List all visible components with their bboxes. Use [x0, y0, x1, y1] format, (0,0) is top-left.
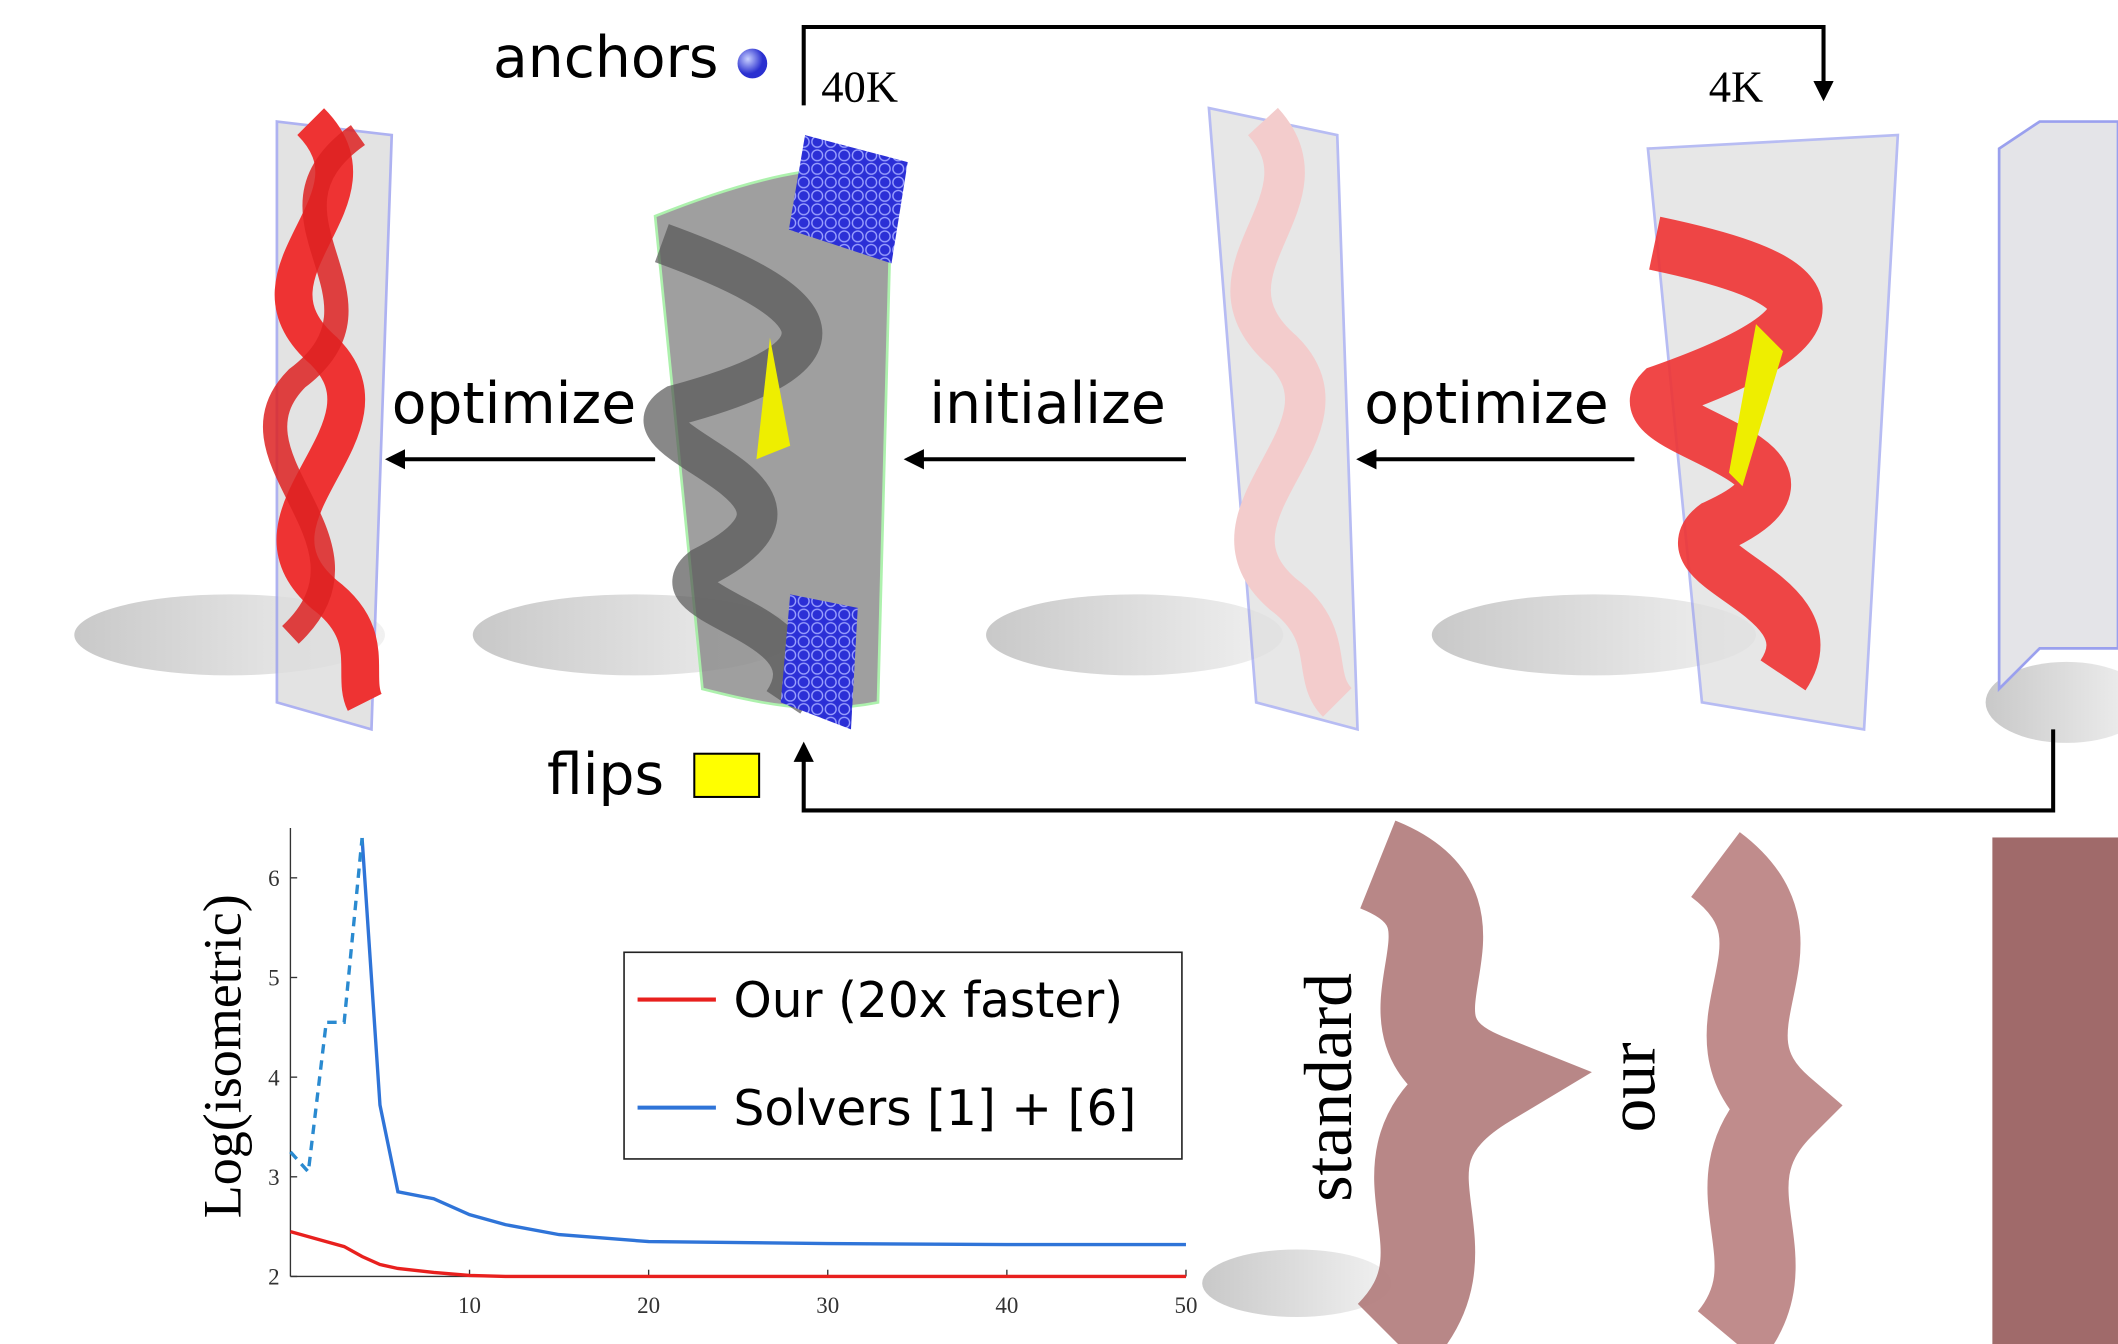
x-tick-label: 30 — [816, 1293, 839, 1318]
step-label: optimize — [392, 371, 636, 437]
render-our — [1715, 864, 1783, 1337]
legend-label: Solvers [1] + [6] — [733, 1081, 1136, 1137]
y-tick-label: 6 — [268, 866, 279, 891]
flips-icon — [694, 754, 759, 797]
x-tick-label: 10 — [458, 1293, 481, 1318]
render-label: our — [1595, 1042, 1670, 1132]
anchors-icon — [738, 49, 768, 79]
render-optimized — [275, 122, 392, 730]
chart: Log(isometric) 2 3 4 5 6 10 20 30 40 50 Our (20x f… — [192, 828, 1197, 1318]
x-tick-label: 20 — [637, 1293, 660, 1318]
render-standard — [1378, 864, 1486, 1337]
y-tick-label: 4 — [268, 1065, 280, 1090]
x-tick-label: 40 — [995, 1293, 1018, 1318]
x-tick-label: 50 — [1174, 1293, 1197, 1318]
step-label: optimize — [1364, 371, 1608, 437]
render-label: standard — [1291, 973, 1366, 1202]
y-tick-label: 3 — [268, 1165, 279, 1190]
step-label: initialize — [929, 371, 1165, 437]
legend-label: Our (20x faster) — [733, 973, 1123, 1029]
figure: anchors 40K 4K flips optimize initialize… — [0, 0, 2118, 1344]
y-tick-label: 2 — [268, 1265, 279, 1290]
series-line — [290, 838, 362, 1172]
render-right — [1992, 837, 2118, 1344]
resolution-label: 4K — [1709, 61, 1763, 111]
flips-label: flips — [547, 742, 664, 808]
resolution-label: 40K — [821, 61, 898, 111]
anchors-label: anchors — [493, 25, 718, 91]
y-tick-label: 5 — [268, 966, 279, 991]
y-axis-label: Log(isometric) — [192, 894, 252, 1218]
render-box — [1999, 122, 2118, 689]
series-line — [290, 1232, 1186, 1277]
